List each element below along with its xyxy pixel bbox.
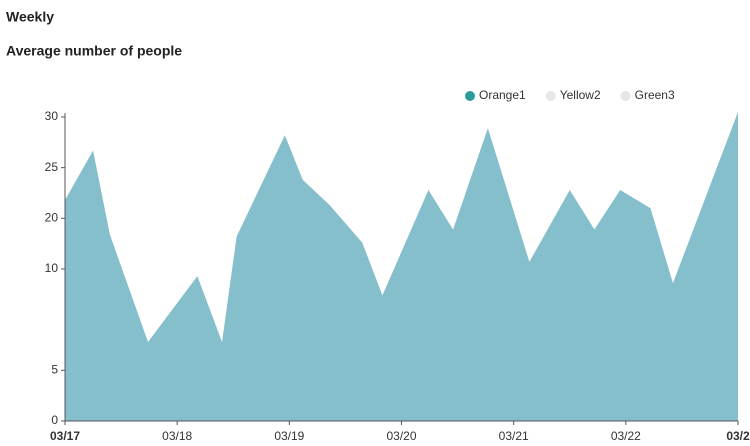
legend-marker	[545, 91, 556, 101]
x-tick-label: 03/22	[611, 429, 641, 443]
x-tick-label: 03/17	[50, 429, 80, 443]
legend-label[interactable]: Yellow2	[560, 88, 601, 102]
x-tick-label: 03/2	[726, 429, 750, 443]
x-tick-label: 03/20	[386, 429, 416, 443]
y-tick-label: 0	[51, 413, 58, 427]
chart-subtitle: Average number of people	[6, 43, 182, 59]
y-tick-label: 5	[51, 363, 58, 377]
y-tick-label: 25	[45, 160, 59, 174]
x-tick-label: 03/21	[499, 429, 529, 443]
chart-title: Weekly	[6, 9, 54, 25]
x-tick-label: 03/19	[274, 429, 304, 443]
y-tick-label: 20	[45, 211, 59, 225]
y-tick-label: 30	[45, 109, 59, 123]
legend-label[interactable]: Green3	[635, 88, 675, 102]
area	[65, 111, 738, 421]
legend-marker	[465, 91, 475, 101]
legend-marker	[620, 91, 631, 101]
x-tick-label: 03/18	[162, 429, 192, 443]
y-tick-label: 10	[45, 261, 59, 275]
legend-label[interactable]: Orange1	[479, 88, 526, 102]
